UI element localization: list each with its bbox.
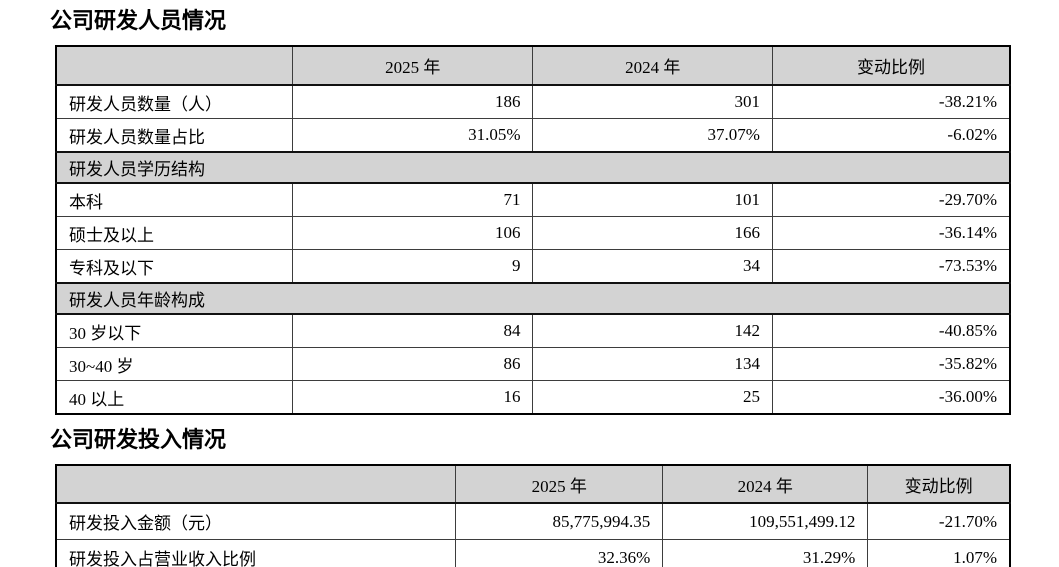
header-change: 变动比例 bbox=[771, 45, 1011, 86]
cell-2025: 86 bbox=[292, 347, 534, 381]
header-change: 变动比例 bbox=[867, 464, 1011, 504]
table-row: 研发投入占营业收入比例 32.36% 31.29% 1.07% bbox=[55, 539, 1011, 567]
cell-2024: 134 bbox=[532, 347, 773, 381]
row-label: 研发人员数量（人） bbox=[55, 84, 294, 119]
header-blank-cell bbox=[55, 464, 457, 504]
cell-2024: 34 bbox=[532, 249, 773, 284]
cell-change: 1.07% bbox=[867, 539, 1011, 567]
cell-change: -36.00% bbox=[771, 380, 1011, 415]
cell-2025: 84 bbox=[292, 313, 534, 348]
cell-2025: 85,775,994.35 bbox=[455, 502, 664, 540]
section-header-label: 研发人员学历结构 bbox=[55, 151, 1011, 184]
row-label: 30~40 岁 bbox=[55, 347, 294, 381]
header-2025: 2025 年 bbox=[292, 45, 534, 86]
row-label: 30 岁以下 bbox=[55, 313, 294, 348]
cell-change: -38.21% bbox=[771, 84, 1011, 119]
cell-change: -21.70% bbox=[867, 502, 1011, 540]
cell-2025: 16 bbox=[292, 380, 534, 415]
cell-2025: 71 bbox=[292, 182, 534, 217]
cell-change: -35.82% bbox=[771, 347, 1011, 381]
row-label: 硕士及以上 bbox=[55, 216, 294, 250]
table-row: 40 以上 16 25 -36.00% bbox=[55, 380, 1011, 415]
cell-change: -36.14% bbox=[771, 216, 1011, 250]
cell-change: -73.53% bbox=[771, 249, 1011, 284]
row-label: 研发人员数量占比 bbox=[55, 118, 294, 153]
row-label: 40 以上 bbox=[55, 380, 294, 415]
cell-change: -40.85% bbox=[771, 313, 1011, 348]
cell-change: -6.02% bbox=[771, 118, 1011, 153]
cell-2024: 166 bbox=[532, 216, 773, 250]
section-header-row: 研发人员年龄构成 bbox=[55, 282, 1011, 315]
table-row: 研发人员数量占比 31.05% 37.07% -6.02% bbox=[55, 118, 1011, 153]
section-header-label: 研发人员年龄构成 bbox=[55, 282, 1011, 315]
cell-2025: 32.36% bbox=[455, 539, 664, 567]
rd-investment-title: 公司研发投入情况 bbox=[50, 427, 227, 452]
table-row: 研发投入金额（元） 85,775,994.35 109,551,499.12 -… bbox=[55, 502, 1011, 540]
cell-2025: 9 bbox=[292, 249, 534, 284]
row-label: 研发投入金额（元） bbox=[55, 502, 457, 540]
cell-2025: 106 bbox=[292, 216, 534, 250]
table-row: 研发人员数量（人） 186 301 -38.21% bbox=[55, 84, 1011, 119]
rd-personnel-table: 2025 年 2024 年 变动比例 研发人员数量（人） 186 301 -38… bbox=[55, 45, 1011, 415]
row-label: 研发投入占营业收入比例 bbox=[55, 539, 457, 567]
table-row: 30 岁以下 84 142 -40.85% bbox=[55, 313, 1011, 348]
table-header-row: 2025 年 2024 年 变动比例 bbox=[55, 464, 1011, 504]
header-blank-cell bbox=[55, 45, 294, 86]
row-label: 专科及以下 bbox=[55, 249, 294, 284]
table-row: 30~40 岁 86 134 -35.82% bbox=[55, 347, 1011, 381]
table-row: 专科及以下 9 34 -73.53% bbox=[55, 249, 1011, 284]
header-2024: 2024 年 bbox=[662, 464, 869, 504]
cell-2025: 186 bbox=[292, 84, 534, 119]
table-row: 本科 71 101 -29.70% bbox=[55, 182, 1011, 217]
cell-2024: 301 bbox=[532, 84, 773, 119]
cell-2024: 37.07% bbox=[532, 118, 773, 153]
cell-2024: 25 bbox=[532, 380, 773, 415]
rd-investment-table: 2025 年 2024 年 变动比例 研发投入金额（元） 85,775,994.… bbox=[55, 464, 1011, 567]
table-row: 硕士及以上 106 166 -36.14% bbox=[55, 216, 1011, 250]
cell-2024: 31.29% bbox=[662, 539, 869, 567]
cell-2025: 31.05% bbox=[292, 118, 534, 153]
header-2025: 2025 年 bbox=[455, 464, 664, 504]
row-label: 本科 bbox=[55, 182, 294, 217]
cell-change: -29.70% bbox=[771, 182, 1011, 217]
header-2024: 2024 年 bbox=[532, 45, 773, 86]
section-header-row: 研发人员学历结构 bbox=[55, 151, 1011, 184]
cell-2024: 109,551,499.12 bbox=[662, 502, 869, 540]
rd-personnel-title: 公司研发人员情况 bbox=[50, 8, 227, 33]
cell-2024: 142 bbox=[532, 313, 773, 348]
table-header-row: 2025 年 2024 年 变动比例 bbox=[55, 45, 1011, 86]
cell-2024: 101 bbox=[532, 182, 773, 217]
